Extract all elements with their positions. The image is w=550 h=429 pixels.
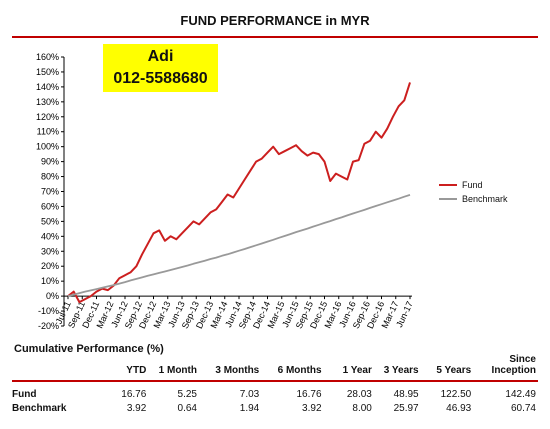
col-header-3-months: 3 Months — [215, 365, 260, 376]
y-tick-label: 160% — [36, 52, 59, 62]
col-header-1-month: 1 Month — [158, 365, 197, 376]
y-tick-label: 120% — [36, 112, 59, 122]
cell: 1.94 — [239, 402, 260, 414]
y-tick-label: 70% — [41, 187, 59, 197]
contact-phone: 012-5588680 — [113, 70, 208, 87]
title-divider — [12, 36, 538, 38]
benchmark-line — [67, 194, 411, 297]
row-label: Fund — [12, 388, 37, 400]
y-tick-label: 20% — [41, 261, 59, 271]
y-tick-label: 50% — [41, 216, 59, 226]
performance-line-chart: -20% -10% 0% 10% 20% 30% 40% 50% 60% 70% 80% 90% 100… — [36, 52, 415, 331]
y-tick-label: -20% — [38, 321, 59, 331]
fund-line — [67, 82, 411, 304]
contact-name: Adi — [147, 48, 174, 65]
table-row-fund: Fund 16.76 5.25 7.03 16.76 28.03 48.95 1… — [12, 381, 538, 400]
legend-item-fund: Fund — [439, 178, 508, 192]
cell: 7.03 — [239, 388, 260, 400]
y-tick-label: 80% — [41, 172, 59, 182]
table-header-blank — [12, 348, 98, 381]
y-tick-label: 60% — [41, 201, 59, 211]
col-header-5-years: 5 Years — [436, 365, 472, 376]
col-header-6-months: 6 Months — [277, 365, 322, 376]
col-header-3-years: 3 Years — [383, 365, 419, 376]
col-header-1-year: 1 Year — [342, 365, 372, 376]
cell: 25.97 — [393, 402, 419, 414]
cell: 46.93 — [446, 402, 472, 414]
table-row-benchmark: Benchmark 3.92 0.64 1.94 3.92 8.00 25.97… — [12, 400, 538, 414]
legend-swatch-fund — [439, 184, 457, 186]
cell: 122.50 — [440, 388, 472, 400]
cell: 16.76 — [296, 388, 322, 400]
contact-box: Adi 012-5588680 — [103, 44, 218, 92]
y-tick-label: 30% — [41, 246, 59, 256]
y-tick-label: 10% — [41, 276, 59, 286]
cell: 8.00 — [352, 402, 372, 414]
chart-title: FUND PERFORMANCE in MYR — [180, 13, 370, 28]
y-axis-ticks: -20% -10% 0% 10% 20% 30% 40% 50% 60% 70% 80% 90% 100… — [36, 52, 64, 331]
cell: 3.92 — [302, 402, 322, 414]
performance-table: YTD 1 Month 3 Months 6 Months 1 Year 3 Y… — [12, 348, 538, 414]
x-axis-ticks: Jul-11Sep-11Dec-11Mar-12Jun-12Sep-12Dec-… — [54, 296, 415, 330]
performance-table-title: Cumulative Performance (%) — [14, 343, 164, 355]
cell: 16.76 — [121, 388, 147, 400]
cell: 5.25 — [177, 388, 197, 400]
y-tick-label: 150% — [36, 67, 59, 77]
y-tick-label: 130% — [36, 97, 59, 107]
table-header-row: YTD 1 Month 3 Months 6 Months 1 Year 3 Y… — [12, 348, 538, 381]
col-header-ytd: YTD — [126, 365, 147, 376]
row-label: Benchmark — [12, 402, 67, 414]
y-tick-label: 0% — [46, 291, 59, 301]
cell: 28.03 — [346, 388, 372, 400]
legend-label-benchmark: Benchmark — [462, 194, 508, 204]
y-tick-label: 40% — [41, 231, 59, 241]
cell: 0.64 — [177, 402, 197, 414]
y-tick-label: 110% — [37, 127, 59, 137]
cell: 60.74 — [510, 402, 536, 414]
col-header-since-inception: Since Inception — [491, 354, 536, 376]
cell: 3.92 — [126, 402, 147, 414]
legend-item-benchmark: Benchmark — [439, 192, 508, 206]
cell: 48.95 — [393, 388, 419, 400]
y-tick-label: 90% — [41, 157, 59, 167]
chart-legend: Fund Benchmark — [439, 178, 508, 206]
y-tick-label: 100% — [36, 142, 59, 152]
cell: 142.49 — [505, 388, 536, 400]
y-tick-label: 140% — [36, 82, 59, 92]
series-lines — [67, 82, 411, 304]
y-tick-label: -10% — [38, 306, 59, 316]
legend-swatch-benchmark — [439, 198, 457, 200]
legend-label-fund: Fund — [462, 180, 483, 190]
